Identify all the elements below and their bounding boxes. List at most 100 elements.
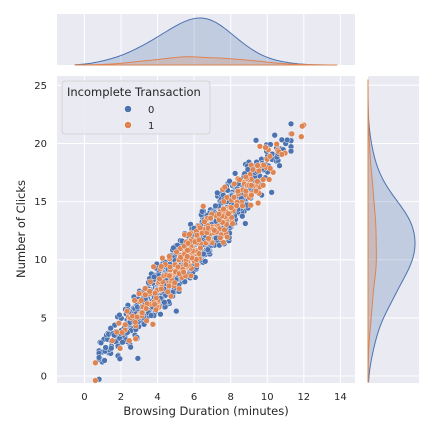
scatter-point-0 [95, 354, 103, 361]
scatter-point-0 [276, 162, 283, 169]
scatter-point-1 [273, 141, 280, 148]
scatter-point-1 [197, 224, 204, 231]
scatter-point-1 [142, 291, 149, 298]
y-density-0 [367, 79, 416, 383]
scatter-point-0 [97, 339, 105, 347]
scatter-point-1 [220, 239, 227, 246]
scatter-point-1 [133, 313, 141, 321]
scatter-point-1 [224, 233, 231, 241]
scatter-point-1 [138, 297, 145, 304]
scatter-point-0 [199, 208, 206, 215]
scatter-point-1 [177, 254, 184, 261]
scatter-point-1 [205, 235, 212, 242]
scatter-point-1 [234, 188, 242, 195]
scatter-point-1 [267, 165, 274, 172]
scatter-point-0 [287, 148, 295, 155]
scatter-point-1 [215, 211, 223, 218]
legend: Incomplete Transaction 0 1 [61, 80, 211, 135]
x-density-0 [74, 17, 337, 66]
scatter-point-1 [171, 279, 178, 286]
scatter-point-1 [195, 250, 203, 257]
scatter-point-0 [116, 311, 123, 319]
y-tick-label: 10 [34, 255, 47, 266]
scatter-point-1 [113, 329, 120, 336]
scatter-point-0 [134, 355, 141, 362]
scatter-point-1 [207, 214, 214, 222]
scatter-point-0 [239, 213, 246, 220]
y-axis-label: Number of Clicks [14, 180, 28, 278]
scatter-point-0 [102, 344, 109, 351]
scatter-points [92, 120, 307, 384]
scatter-point-1 [131, 297, 138, 304]
scatter-point-0 [287, 120, 295, 127]
scatter-point-1 [201, 218, 208, 225]
scatter-point-1 [158, 285, 165, 293]
scatter-point-1 [298, 133, 305, 140]
scatter-point-1 [256, 143, 264, 150]
scatter-point-0 [157, 311, 164, 318]
scatter-point-0 [173, 308, 180, 315]
scatter-point-0 [161, 299, 168, 306]
scatter-point-1 [164, 288, 171, 296]
scatter-point-0 [271, 132, 278, 139]
scatter-point-1 [165, 282, 173, 290]
scatter-point-1 [223, 194, 231, 201]
scatter-point-1 [254, 162, 261, 169]
scatter-point-1 [159, 254, 166, 262]
scatter-point-1 [260, 161, 267, 169]
scatter-point-1 [186, 231, 193, 238]
scatter-point-1 [193, 232, 201, 239]
scatter-point-1 [158, 263, 165, 270]
x-tick-label: 6 [191, 392, 197, 403]
scatter-point-1 [266, 176, 273, 183]
x-tick-label: 12 [297, 392, 310, 403]
scatter-point-1 [166, 253, 173, 260]
scatter-point-1 [151, 301, 158, 308]
scatter-point-1 [197, 244, 204, 252]
scatter-point-1 [252, 187, 260, 195]
scatter-point-1 [115, 320, 122, 327]
scatter-point-1 [249, 166, 256, 173]
scatter-point-1 [109, 337, 116, 344]
scatter-point-1 [143, 305, 150, 312]
scatter-point-1 [123, 308, 131, 315]
scatter-point-1 [176, 285, 183, 292]
scatter-point-0 [170, 244, 177, 251]
scatter-point-0 [108, 345, 115, 352]
scatter-point-1 [184, 240, 192, 247]
y-tick-label: 25 [34, 81, 47, 92]
scatter-point-1 [225, 210, 232, 217]
scatter-point-1 [132, 335, 139, 342]
scatter-point-1 [255, 199, 262, 207]
scatter-point-1 [152, 306, 160, 313]
scatter-point-1 [151, 289, 159, 297]
scatter-point-0 [252, 137, 260, 144]
x-tick-label: 4 [154, 392, 160, 403]
right-marginal-panel [368, 76, 419, 383]
scatter-point-0 [232, 170, 239, 177]
scatter-point-1 [220, 205, 227, 213]
scatter-point-1 [255, 167, 263, 174]
x-axis-label: Browsing Duration (minutes) [123, 404, 288, 418]
scatter-point-0 [147, 312, 155, 319]
scatter-point-1 [220, 198, 227, 205]
top-marginal-panel [57, 14, 355, 65]
scatter-point-1 [182, 261, 189, 268]
scatter-point-0 [214, 189, 221, 196]
scatter-point-1 [259, 182, 267, 189]
scatter-point-1 [184, 253, 191, 260]
scatter-point-0 [202, 258, 209, 265]
scatter-point-1 [239, 202, 246, 209]
scatter-point-1 [248, 182, 255, 189]
scatter-point-1 [221, 226, 228, 233]
y-tick-label: 20 [34, 139, 47, 150]
scatter-point-1 [242, 173, 249, 181]
scatter-point-1 [132, 319, 139, 326]
scatter-point-0 [107, 325, 114, 332]
scatter-point-1 [142, 285, 149, 292]
scatter-point-1 [233, 202, 240, 209]
scatter-point-1 [259, 176, 267, 183]
scatter-point-0 [268, 189, 275, 196]
scatter-point-1 [211, 227, 218, 234]
